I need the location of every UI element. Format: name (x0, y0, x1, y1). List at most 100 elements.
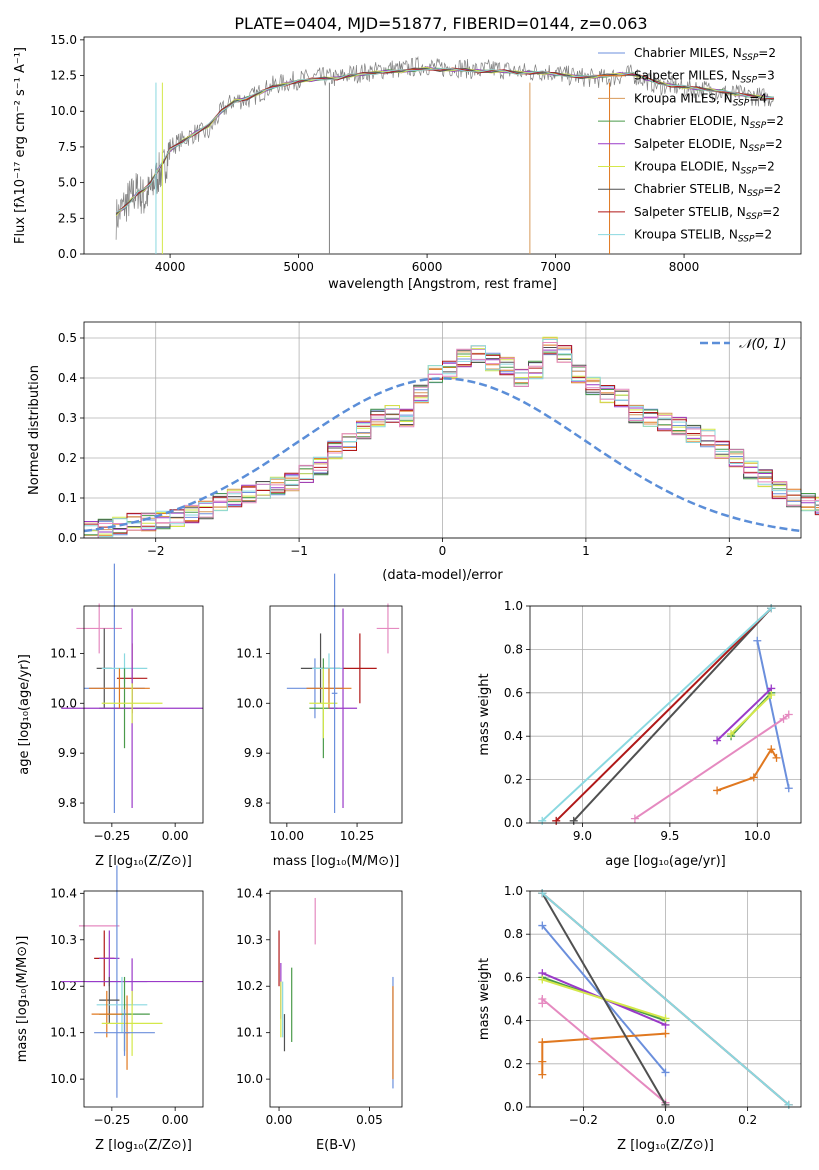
y-tick-label: 10.3 (236, 933, 263, 947)
y-axis-label: mass weight (477, 958, 492, 1040)
series-path (716, 747, 778, 792)
x-axis-label: Z [log₁₀(Z/Z⊙)] (95, 854, 192, 869)
y-tick-label: 0.0 (58, 531, 77, 545)
legend-item: Salpeter ELODIE, NSSP=2 (598, 137, 783, 154)
legend-label: Chabrier MILES, NSSP=2 (634, 46, 776, 63)
y-tick-label: 0.6 (504, 970, 523, 984)
legend-item: Chabrier ELODIE, NSSP=2 (598, 114, 784, 131)
axes-weight_vs_age: 9.0 9.5 10.0 0.0 0.2 0.4 0.6 0.8 1.0 (504, 599, 802, 843)
x-tick-label: 2 (725, 544, 733, 558)
axes-frame (529, 890, 802, 1108)
y-tick-label: 10.2 (50, 979, 77, 993)
x-tick-label: 0.05 (356, 1113, 383, 1127)
x-axis-label: mass [log₁₀(M/M⊙)] (273, 854, 400, 869)
axes-frame (83, 36, 802, 255)
panels: 4000 5000 6000 7000 80000.02.55.07.510.012.5… (13, 33, 819, 1153)
y-tick-label: 0.2 (504, 1057, 523, 1071)
y-tick-label: 9.9 (244, 746, 263, 760)
x-axis-label: (data-model)/error (382, 568, 503, 583)
histogram-step (84, 339, 819, 538)
series-line (713, 745, 781, 795)
x-tick-label: 0.00 (162, 829, 189, 843)
normal-curve (83, 377, 802, 533)
plus-marker (538, 975, 547, 984)
x-tick-label: 9.5 (660, 829, 679, 843)
y-axis-label: Flux [fλ10⁻¹⁷ erg cm⁻² s⁻¹ A⁻¹] (13, 47, 28, 244)
x-tick-label: 4000 (155, 260, 186, 274)
series-line (753, 636, 793, 793)
x-tick-label: 0.00 (266, 1113, 293, 1127)
error-bar-point (306, 668, 352, 709)
series-line (538, 604, 776, 825)
legend-label: Chabrier ELODIE, NSSP=2 (634, 114, 784, 131)
series-line (538, 889, 793, 1109)
figure-title: PLATE=0404, MJD=51877, FIBERID=0144, z=0… (234, 14, 647, 33)
legend-label: 𝒩(0, 1) (739, 337, 786, 352)
legend-label: Salpeter STELIB, NSSP=2 (634, 205, 780, 222)
axes-frame (83, 321, 802, 539)
legend-label: Kroupa ELODIE, NSSP=2 (634, 160, 775, 177)
x-axis-label: E(B-V) (316, 1138, 356, 1153)
y-tick-label: 0.0 (504, 816, 523, 830)
series-line (538, 1029, 670, 1079)
legend-item: Chabrier MILES, NSSP=2 (598, 46, 776, 63)
y-tick-label: 10.0 (50, 1072, 77, 1086)
x-tick-label: −1 (290, 544, 308, 558)
plus-marker (749, 773, 758, 782)
y-tick-label: 10.0 (236, 1072, 263, 1086)
plus-marker (661, 1029, 670, 1038)
y-axis-label: mass [log₁₀(M/M⊙)] (15, 936, 30, 1063)
error-bar-point (101, 683, 163, 724)
y-tick-label: 10.2 (236, 979, 263, 993)
axes-spectrum: 4000 5000 6000 7000 8000 0.0 2.5 5.0 7.5 10.0 12.5… (50, 33, 802, 274)
plus-marker (727, 730, 736, 739)
error-bar-point (343, 633, 377, 704)
y-tick-label: 9.8 (244, 796, 263, 810)
y-tick-label: 9.8 (58, 796, 77, 810)
series-path (756, 640, 790, 789)
histogram-step (84, 345, 819, 533)
x-axis-label: Z [log₁₀(Z/Z⊙)] (617, 1138, 714, 1153)
y-tick-label: 1.0 (504, 884, 523, 898)
error-bar-point (376, 603, 400, 654)
y-axis-label: Normed distribution (27, 365, 42, 495)
plus-marker (713, 736, 722, 745)
x-axis-label: wavelength [Angstrom, rest frame] (328, 277, 557, 292)
x-tick-label: 10.25 (340, 829, 374, 843)
y-axis-label: age [log₁₀(age/yr)] (17, 654, 32, 775)
histogram-step (84, 345, 819, 534)
x-tick-label: 9.0 (573, 829, 592, 843)
error-bar-point (309, 668, 338, 739)
y-axis-label: mass weight (477, 673, 492, 755)
plus-marker (772, 753, 781, 762)
y-tick-label: 0.4 (504, 729, 523, 743)
axes-frame (83, 890, 204, 1108)
x-axis-label: Z [log₁₀(Z/Z⊙)] (95, 1138, 192, 1153)
x-tick-label: 10.0 (744, 829, 771, 843)
y-tick-label: 0.8 (504, 642, 523, 656)
error-bar-point (89, 668, 150, 709)
x-tick-label: −0.25 (93, 829, 130, 843)
plus-marker (630, 814, 639, 823)
y-tick-label: 9.9 (58, 746, 77, 760)
series-line (727, 690, 776, 739)
series-path (555, 607, 773, 822)
legend: Chabrier MILES, NSSP=2 Salpeter MILES, NS… (598, 46, 784, 245)
plus-marker (753, 636, 762, 645)
series-path (541, 892, 790, 1106)
series-line (538, 995, 670, 1107)
series-path (541, 892, 667, 1106)
plus-marker (661, 1068, 670, 1077)
legend-label: Salpeter MILES, NSSP=3 (634, 69, 775, 86)
y-tick-label: 0.0 (58, 247, 77, 261)
legend-label: Kroupa MILES, NSSP=4 (634, 91, 767, 108)
series-path (716, 687, 772, 742)
plus-marker (661, 1014, 670, 1023)
axes-frame (269, 890, 403, 1108)
y-tick-label: 0.5 (58, 331, 77, 345)
x-tick-label: 5000 (283, 260, 314, 274)
plus-marker (784, 710, 793, 719)
x-tick-label: 1 (582, 544, 590, 558)
spectrum-layer (115, 56, 775, 254)
